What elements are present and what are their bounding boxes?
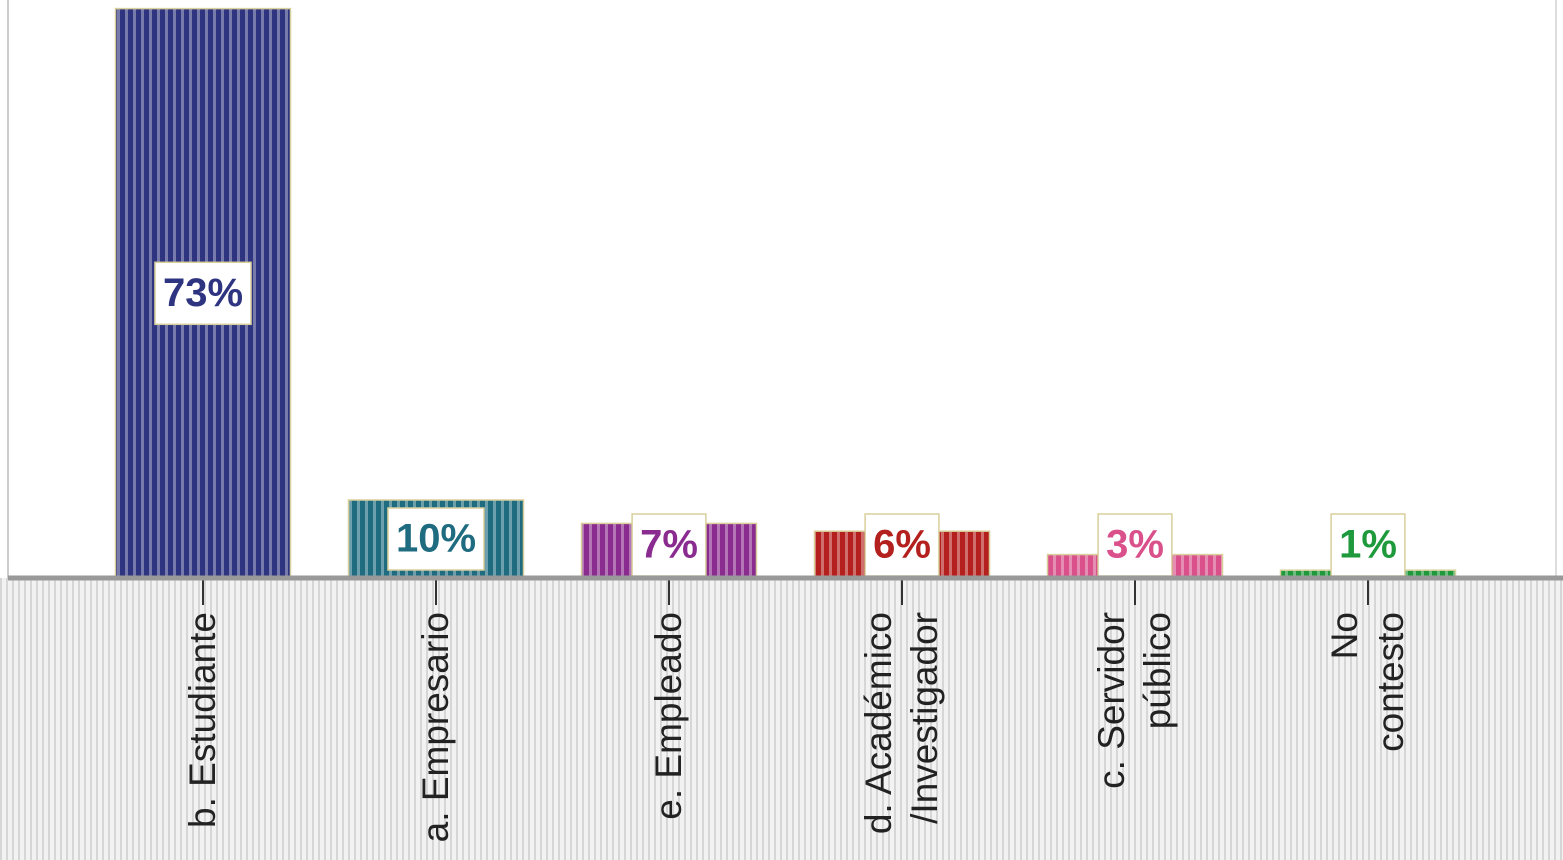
value-label-group: 7% <box>631 513 707 577</box>
value-label-group: 6% <box>864 513 940 577</box>
value-label-box <box>1330 513 1406 577</box>
value-label-box <box>154 261 252 326</box>
value-label: 73% <box>163 271 243 315</box>
x-tick-label: c. Servidor público <box>1091 612 1178 789</box>
value-label-box <box>864 513 940 577</box>
value-label-group: 73% <box>154 261 252 326</box>
value-label-group: 3% <box>1097 513 1173 577</box>
floor <box>0 578 1563 860</box>
value-label: 6% <box>873 523 931 567</box>
value-label: 1% <box>1339 523 1397 567</box>
x-tick-label: e. Empleado <box>648 612 689 820</box>
x-tick-label: b. Estudiante <box>182 612 223 828</box>
value-label-group: 1% <box>1330 513 1406 577</box>
value-label-box <box>631 513 707 577</box>
x-tick-label: No contesto <box>1324 612 1411 752</box>
value-label-group: 10% <box>387 507 485 571</box>
value-label: 7% <box>640 523 698 567</box>
value-label-box <box>1097 513 1173 577</box>
x-tick-label: a. Empresario <box>415 612 456 842</box>
x-tick-label: d. Académico/Investigador <box>858 612 945 834</box>
value-label: 3% <box>1106 523 1164 567</box>
value-label: 10% <box>396 517 476 561</box>
value-label-box <box>387 507 485 571</box>
